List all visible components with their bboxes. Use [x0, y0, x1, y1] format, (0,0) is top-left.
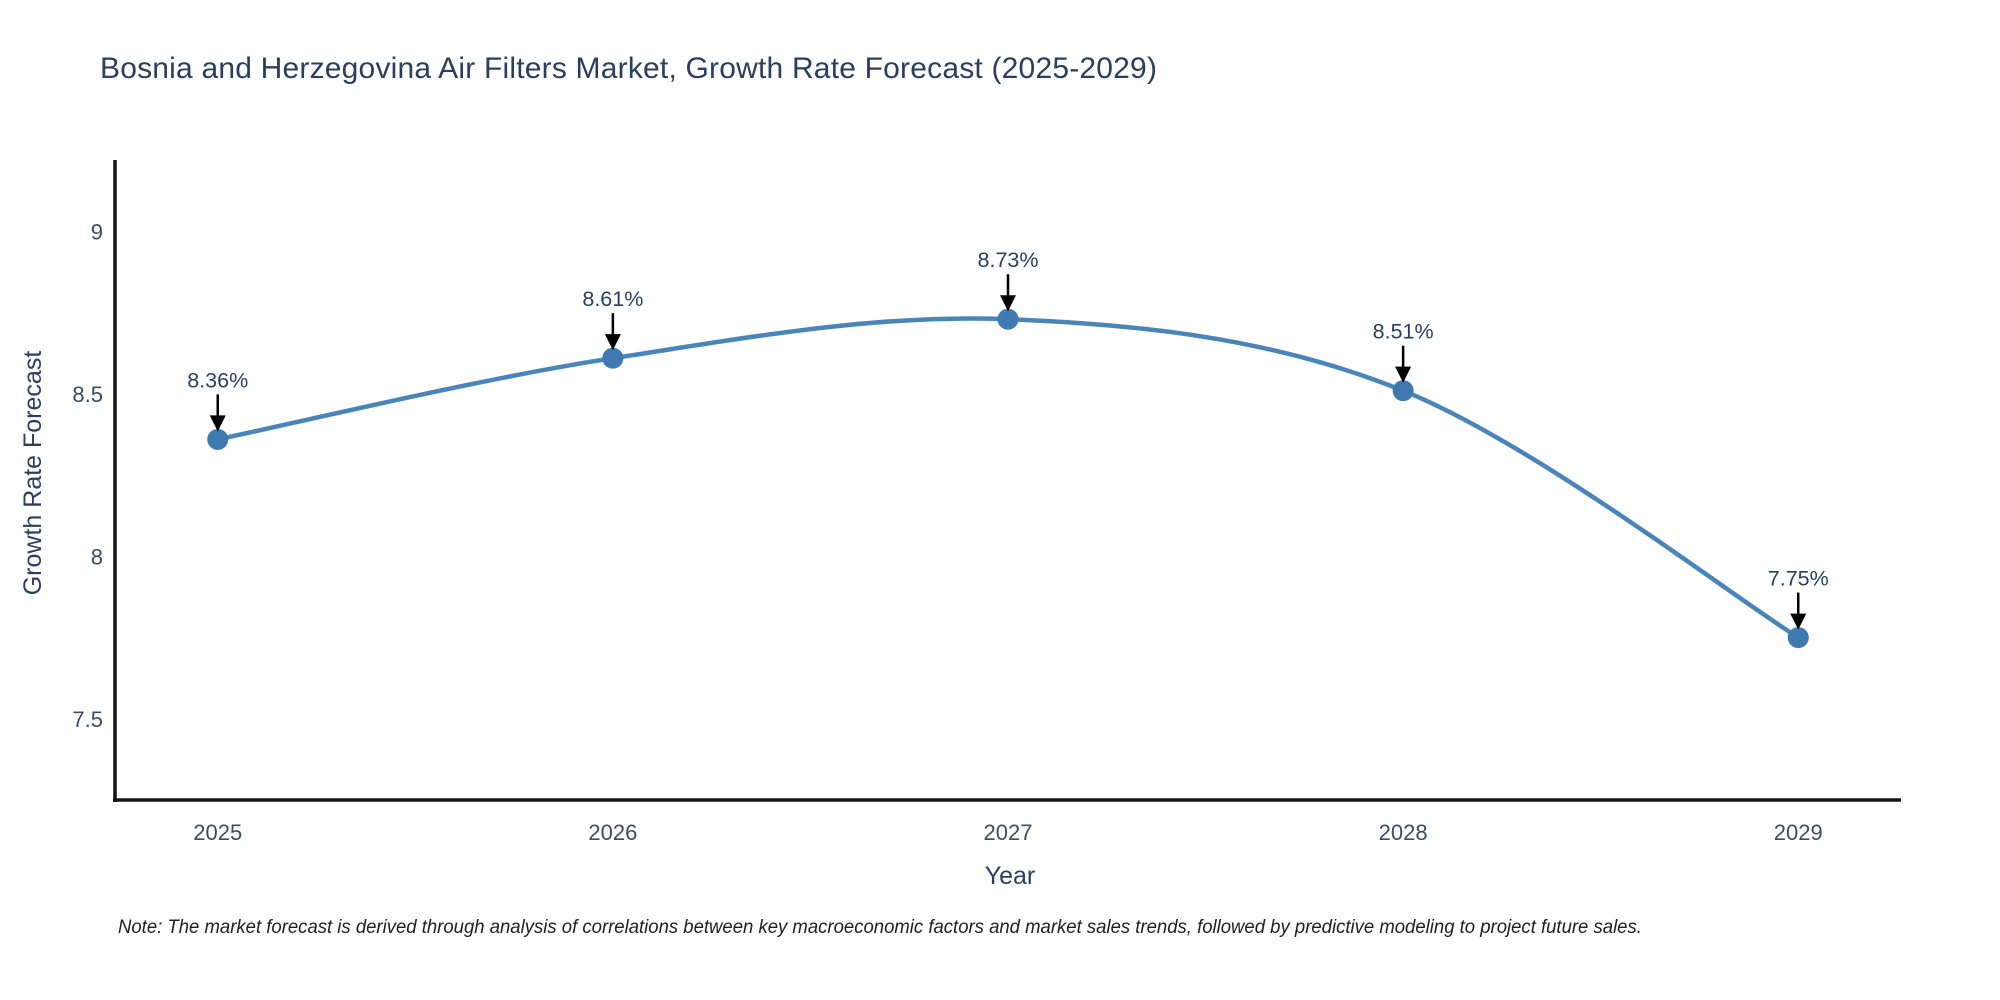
x-tick-label-2026: 2026	[588, 820, 637, 845]
x-tick-label-2028: 2028	[1379, 820, 1428, 845]
data-point-2028[interactable]	[1392, 380, 1414, 402]
x-axis-title: Year	[984, 862, 1036, 890]
data-point-2029[interactable]	[1787, 627, 1809, 649]
y-tick-label-8.5: 8.5	[72, 382, 103, 407]
x-tick-label-2027: 2027	[984, 820, 1033, 845]
forecast-line	[215, 316, 1801, 640]
annotation-label-2026: 8.61%	[582, 287, 643, 311]
data-point-2026[interactable]	[602, 347, 624, 369]
y-axis-title: Growth Rate Forecast	[19, 350, 47, 596]
annotation-arrowhead-icon-2027	[1000, 295, 1016, 312]
y-tick-label-8: 8	[91, 544, 103, 569]
annotation-label-2027: 8.73%	[978, 248, 1039, 272]
annotation-arrowhead-icon-2025	[209, 415, 226, 432]
annotation-label-2029: 7.75%	[1768, 567, 1829, 591]
annotation-label-2028: 8.51%	[1373, 320, 1434, 344]
annotation-arrowhead-icon-2026	[604, 334, 621, 351]
annotation-label-2025: 8.36%	[187, 368, 248, 392]
x-tick-label-2029: 2029	[1774, 820, 1823, 845]
chart-title: Bosnia and Herzegovina Air Filters Marke…	[100, 52, 1158, 85]
y-tick-label-7.5: 7.5	[72, 707, 103, 732]
footnote: Note: The market forecast is derived thr…	[118, 916, 1642, 938]
data-point-2027[interactable]	[997, 308, 1019, 330]
annotation-arrowhead-icon-2029	[1790, 613, 1807, 630]
y-tick-label-9: 9	[91, 219, 103, 244]
data-point-2025[interactable]	[207, 428, 229, 450]
annotation-arrowhead-icon-2028	[1395, 366, 1412, 383]
x-tick-label-2025: 2025	[193, 820, 242, 845]
